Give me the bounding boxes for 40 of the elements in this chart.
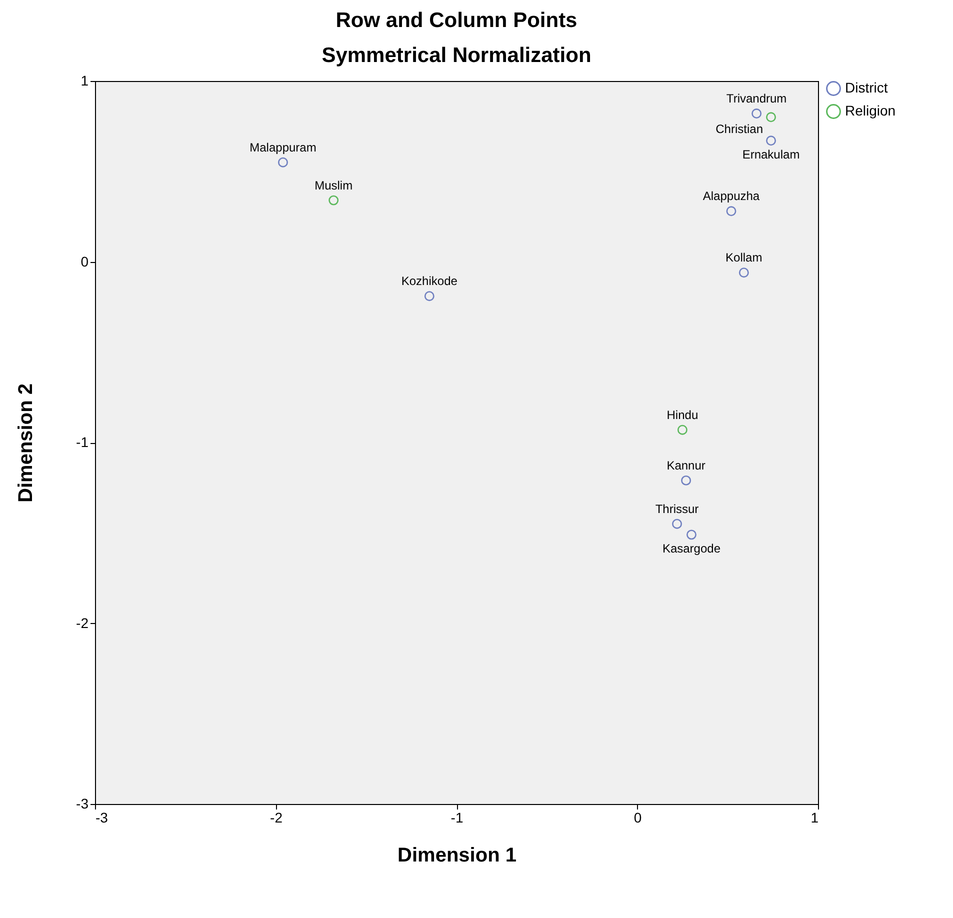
annotation: Ernakulam <box>742 148 800 162</box>
chart-subtitle: Symmetrical Normalization <box>322 44 592 67</box>
point <box>672 518 682 529</box>
point <box>677 424 688 435</box>
point <box>328 195 339 206</box>
chart-title: Row and Column Points <box>336 9 578 32</box>
point <box>681 475 692 486</box>
x-tick-label: 0 <box>634 810 642 826</box>
annotation: Muslim <box>314 178 353 192</box>
y-tick-label: 0 <box>80 253 89 270</box>
annotation: Thrissur <box>655 502 699 516</box>
annotation: Kollam <box>726 250 762 265</box>
point <box>278 157 288 168</box>
x-tick-label: -2 <box>270 810 283 826</box>
annotation: Malappuram <box>250 140 316 154</box>
x-tick-label: 1 <box>810 810 819 826</box>
annotation: Trivandrum <box>726 92 787 106</box>
point <box>752 108 762 119</box>
point <box>686 530 696 540</box>
annotation: Kasargode <box>662 542 721 556</box>
y-tick-label: -3 <box>76 796 89 812</box>
y-axis-title: Dimension 2 <box>15 384 38 502</box>
point <box>766 112 776 122</box>
y-tick-label: -2 <box>76 614 89 631</box>
legend-label: District <box>845 80 888 96</box>
point <box>738 268 749 278</box>
point <box>424 291 434 302</box>
y-tick-label: 1 <box>80 72 89 88</box>
legend-label: Religion <box>845 102 896 118</box>
annotation: Kozhikode <box>401 274 458 288</box>
x-tick-label: -3 <box>96 810 108 826</box>
annotation: Hindu <box>666 408 698 422</box>
x-axis-title: Dimension 1 <box>398 844 516 866</box>
annotation: Alappuzha <box>702 189 760 204</box>
point <box>726 206 736 216</box>
x-tick-label: -1 <box>450 810 464 826</box>
y-tick-label: -1 <box>76 434 89 450</box>
annotation: Christian <box>716 122 764 136</box>
point <box>766 136 776 146</box>
annotation: Kannur <box>666 458 706 472</box>
